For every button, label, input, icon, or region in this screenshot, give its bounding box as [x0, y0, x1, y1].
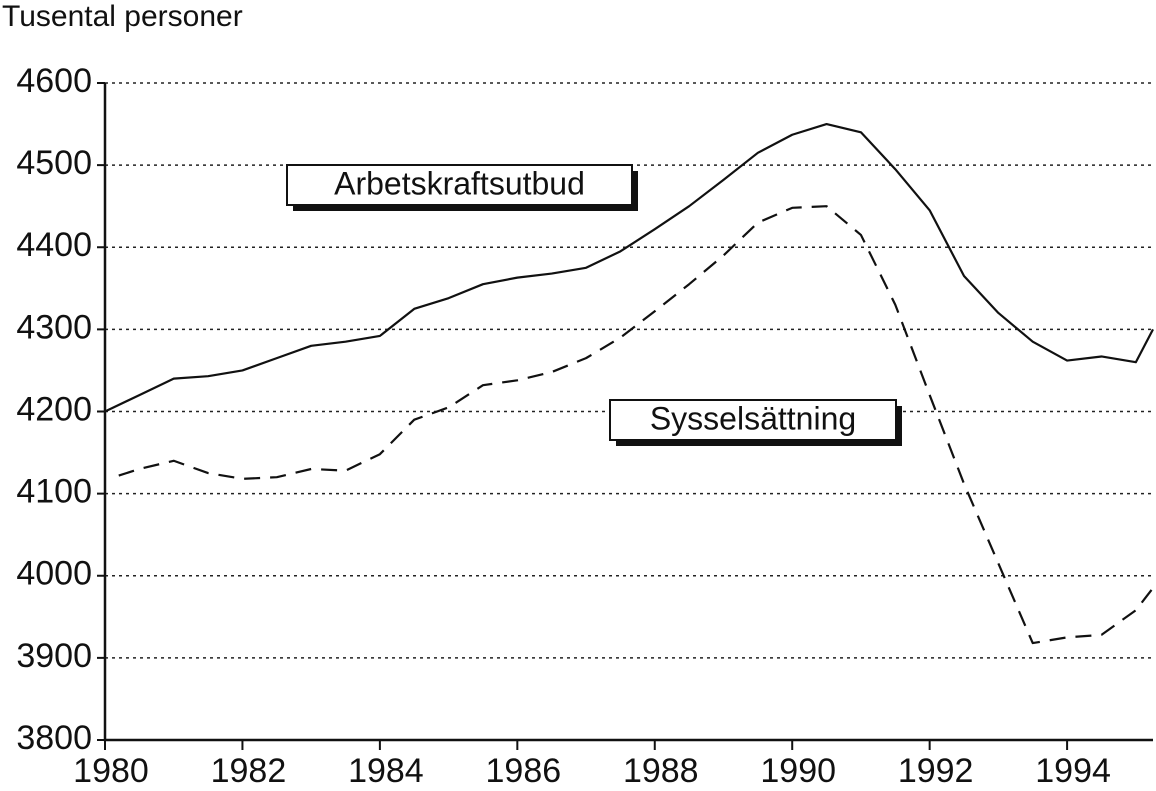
x-tick-label: 1980 — [73, 752, 149, 790]
y-tick-label: 4100 — [16, 473, 92, 511]
y-tick-label: 4400 — [16, 226, 92, 264]
label-box — [609, 399, 897, 441]
y-tick-label: 4500 — [16, 144, 92, 182]
x-tick-label: 1988 — [623, 752, 699, 790]
y-tick-label: 3800 — [16, 719, 92, 757]
x-tick-label: 1992 — [898, 752, 974, 790]
x-tick-label: 1982 — [211, 752, 287, 790]
y-tick-label: 4600 — [16, 62, 92, 100]
y-tick-label: 3900 — [16, 637, 92, 675]
y-tick-label: 4000 — [16, 555, 92, 593]
x-tick-label: 1994 — [1035, 752, 1111, 790]
series-label: Sysselsättning — [650, 400, 856, 436]
y-axis-title: Tusental personer — [2, 0, 243, 33]
series-line — [104, 122, 1154, 413]
y-tick-label: 4300 — [16, 308, 92, 346]
y-tick-label: 4200 — [16, 390, 92, 428]
x-tick-label: 1984 — [348, 752, 424, 790]
label-box — [286, 164, 633, 206]
series-label: Arbetskraftsutbud — [334, 165, 585, 201]
series-line — [118, 205, 1154, 645]
x-tick-label: 1990 — [760, 752, 836, 790]
axis-frame — [103, 83, 1153, 742]
x-tick-label: 1986 — [486, 752, 562, 790]
